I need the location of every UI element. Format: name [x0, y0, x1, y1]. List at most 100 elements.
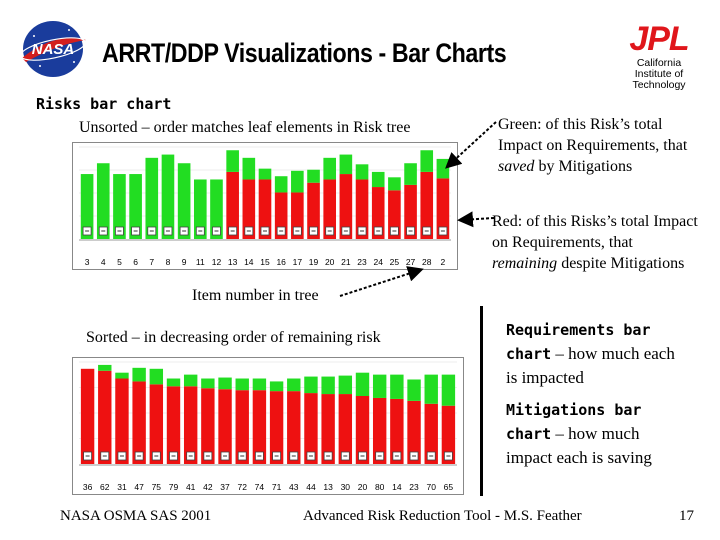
tick-label: 43 [289, 482, 299, 492]
requirements-note: Requirements bar chart – how much each i… [506, 318, 686, 390]
bar-remaining [355, 396, 370, 464]
vertical-divider [480, 306, 483, 496]
bar-saved [80, 174, 94, 239]
bar-remaining [183, 386, 198, 464]
bar-saved [210, 179, 223, 239]
bar-saved [390, 374, 404, 399]
bar-saved [372, 374, 387, 398]
bar-remaining [355, 179, 369, 239]
tick-label: 6 [133, 257, 138, 267]
bar-remaining [218, 389, 232, 464]
nasa-logo-text: NASA [32, 41, 75, 58]
tick-label: 41 [186, 482, 196, 492]
tick-label: 24 [373, 257, 383, 267]
bar-saved [145, 157, 159, 239]
red-note: Red: of this Risks’s total Impact on Req… [492, 211, 702, 274]
item-number-arrow [339, 266, 424, 297]
bar-remaining [407, 400, 421, 464]
tick-label: 74 [255, 482, 265, 492]
sorted-caption: Sorted – in decreasing order of remainin… [86, 329, 381, 346]
bar-remaining [132, 381, 146, 464]
sorted-risks-bar-chart: 36 62 31 47 75 79 41 42 37 72 74 71 43 44 13 30 20 80 14 23… [72, 357, 464, 495]
bar-remaining [436, 178, 450, 239]
tick-label: 70 [426, 482, 436, 492]
bar-saved [307, 169, 320, 183]
tick-label: 7 [149, 257, 154, 267]
tick-label: 13 [228, 257, 238, 267]
bar-remaining [323, 179, 337, 239]
tick-label: 65 [444, 482, 454, 492]
bar-remaining [372, 397, 387, 464]
tick-label: 21 [341, 257, 351, 267]
bar-remaining [321, 394, 335, 464]
bar-remaining [269, 391, 284, 464]
footer-left: NASA OSMA SAS 2001 [60, 508, 212, 524]
bar-remaining [242, 179, 256, 239]
bar-saved [218, 377, 232, 390]
bar-remaining [235, 390, 249, 464]
mitigations-description: – how much impact each is saving [506, 424, 652, 467]
tick-label: 23 [409, 482, 419, 492]
tick-label: 75 [152, 482, 162, 492]
bar-saved [252, 378, 267, 391]
bar-saved [274, 176, 288, 193]
tick-label: 17 [293, 257, 303, 267]
tick-label: 16 [276, 257, 286, 267]
bar-remaining [304, 393, 318, 464]
tick-label: 25 [390, 257, 400, 267]
unsorted-caption: Unsorted – order matches leaf elements i… [79, 119, 411, 136]
jpl-logo-text: JPL [629, 20, 688, 54]
tick-label: 42 [203, 482, 213, 492]
sorted-chart-svg: 36 62 31 47 75 79 41 42 37 72 74 71 43 44 13 30 20 80 14 23… [73, 361, 463, 494]
item-number-label: Item number in tree [192, 287, 319, 304]
bar-remaining [307, 182, 320, 239]
jpl-logo: JPL [629, 20, 689, 54]
slide-title: ARRT/DDP Visualizations - Bar Charts [102, 38, 507, 68]
red-note-arrow [457, 211, 495, 228]
label-band [73, 468, 463, 494]
tick-label: 36 [83, 482, 93, 492]
tick-label: 14 [392, 482, 402, 492]
bar-remaining [252, 390, 267, 464]
bar-remaining [226, 171, 239, 239]
red-note-text-end: despite Mitigations [557, 255, 685, 272]
bar-remaining [80, 368, 95, 464]
bar-saved [161, 154, 175, 239]
jpl-subtitle-line: Technology [632, 79, 686, 91]
jpl-subtitle: California Institute of Technology [616, 58, 702, 91]
tick-label: 8 [166, 257, 171, 267]
bar-remaining [371, 187, 385, 239]
bar-saved [436, 158, 450, 179]
tick-label: 13 [323, 482, 333, 492]
jpl-subtitle-line: Institute of [634, 68, 684, 80]
tick-label: 44 [306, 482, 316, 492]
tick-label: 62 [100, 482, 110, 492]
bar-saved [149, 368, 164, 385]
bar-saved [129, 174, 142, 239]
bar-saved [291, 170, 304, 193]
bar-saved [304, 376, 318, 394]
tick-label: 20 [325, 257, 335, 267]
bar-saved [338, 375, 353, 395]
tick-label: 79 [169, 482, 179, 492]
bar-saved [226, 150, 239, 172]
green-note-text: Green: of this Risk’s total Impact on Re… [498, 116, 688, 154]
bar-saved [420, 150, 434, 172]
bar-saved [258, 168, 272, 180]
bar-remaining [338, 394, 353, 464]
tick-label: 15 [260, 257, 270, 267]
bar-saved [98, 364, 112, 371]
bar-remaining [149, 384, 164, 464]
green-note: Green: of this Risk’s total Impact on Re… [498, 114, 698, 177]
bar-remaining [424, 403, 438, 464]
tick-label: 2 [441, 257, 446, 267]
tick-label: 27 [406, 257, 416, 267]
tick-label: 20 [358, 482, 368, 492]
red-note-text: Red: of this Risks’s total Impact on Req… [492, 213, 698, 251]
bar-saved [287, 378, 301, 392]
tick-label: 28 [422, 257, 432, 267]
tick-label: 12 [212, 257, 222, 267]
footer-center: Advanced Risk Reduction Tool - M.S. Feat… [303, 508, 582, 524]
bar-remaining [201, 388, 215, 464]
bar-saved [193, 179, 207, 239]
